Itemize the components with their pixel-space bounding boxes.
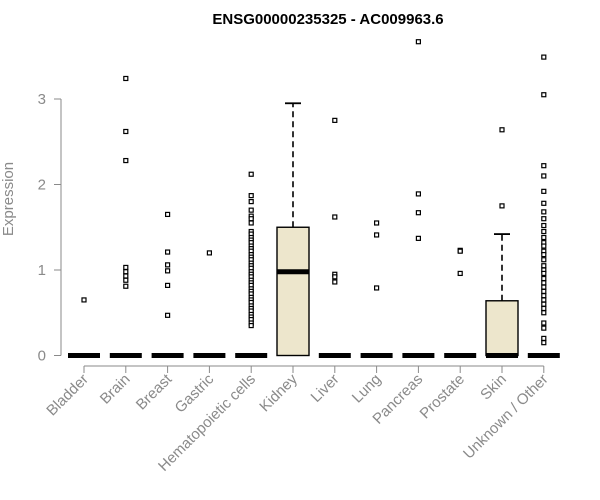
outlier-point — [541, 335, 547, 341]
x-tick-label: Skin — [477, 371, 510, 404]
outlier-point — [541, 288, 547, 294]
outlier-point — [457, 270, 463, 277]
outlier-point — [541, 301, 547, 307]
outlier-point — [415, 191, 421, 197]
outlier-point — [499, 127, 505, 133]
outlier-point — [123, 75, 129, 82]
outlier-point — [123, 269, 129, 275]
y-axis-label: Expression — [0, 162, 17, 236]
box — [276, 226, 310, 357]
outlier-point — [248, 216, 254, 222]
outlier-point — [123, 128, 129, 135]
outlier-point — [332, 214, 338, 220]
outlier-point — [499, 203, 505, 209]
outlier-point — [123, 283, 129, 289]
outlier-point — [165, 282, 171, 288]
outlier-point — [248, 207, 254, 213]
outlier-point — [123, 273, 129, 279]
x-tick-label: Breast — [133, 370, 176, 413]
x-tick-label: Liver — [308, 371, 343, 406]
outlier-point — [165, 268, 171, 274]
outlier-point — [541, 293, 547, 299]
outlier-point — [541, 209, 547, 215]
outlier-point — [165, 211, 171, 218]
outlier-point — [541, 340, 547, 346]
outlier-point — [165, 249, 171, 255]
outlier-point — [415, 235, 421, 241]
outlier-point — [541, 163, 547, 169]
outlier-point — [374, 285, 380, 291]
outlier-point — [541, 297, 547, 303]
outlier-point — [541, 188, 547, 194]
outlier-point — [541, 54, 547, 60]
outlier-point — [248, 322, 254, 329]
outlier-point — [206, 250, 212, 256]
outlier-point — [415, 210, 421, 216]
x-tick-label: Kidney — [256, 370, 301, 415]
outlier-point — [541, 173, 547, 179]
outlier-point — [541, 280, 547, 286]
outlier-point — [81, 297, 87, 303]
outlier-point — [541, 257, 547, 263]
outlier-point — [541, 252, 547, 258]
outlier-point — [541, 216, 547, 222]
y-tick-label: 2 — [38, 177, 46, 194]
outlier-point — [541, 284, 547, 290]
y-tick-label: 0 — [38, 348, 46, 365]
outlier-point — [248, 171, 254, 177]
outlier-point — [541, 243, 547, 249]
x-tick-label: Prostate — [416, 371, 468, 423]
outlier-point — [541, 270, 547, 277]
outlier-point — [541, 92, 547, 98]
outlier-point — [541, 200, 547, 206]
outlier-point — [165, 262, 171, 268]
outlier-point — [541, 234, 547, 241]
outlier-point — [457, 248, 463, 254]
outlier-point — [541, 263, 547, 269]
outlier-point — [165, 312, 171, 318]
x-tick-label: Lung — [349, 371, 385, 407]
outlier-point — [332, 274, 338, 280]
outlier-point — [541, 305, 547, 312]
box — [485, 300, 519, 357]
y-tick-label: 3 — [38, 91, 46, 108]
outlier-point — [541, 275, 547, 282]
outlier-point — [541, 228, 547, 235]
outlier-point — [123, 277, 129, 283]
outlier-point — [374, 232, 380, 238]
x-tick-label: Brain — [97, 371, 134, 408]
outlier-point — [541, 310, 547, 316]
outlier-point — [541, 222, 547, 229]
outlier-point — [123, 264, 129, 271]
x-tick-label: Bladder — [43, 371, 92, 420]
chart-title: ENSG00000235325 - AC009963.6 — [212, 11, 443, 28]
outlier-point — [248, 199, 254, 205]
outlier-point — [374, 220, 380, 226]
y-tick-label: 1 — [38, 262, 46, 279]
outlier-point — [541, 325, 547, 331]
outlier-point — [248, 220, 254, 226]
outlier-point — [248, 193, 254, 199]
outlier-point — [332, 117, 338, 123]
outlier-point — [123, 157, 129, 164]
outlier-point — [415, 39, 421, 45]
outlier-point — [332, 279, 338, 285]
outlier-point — [541, 320, 547, 326]
